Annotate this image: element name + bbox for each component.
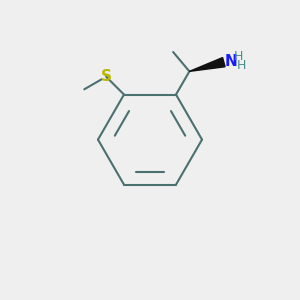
Text: N: N [225, 54, 238, 69]
Polygon shape [189, 58, 225, 71]
Text: S: S [100, 69, 112, 84]
Text: H: H [233, 50, 243, 63]
Text: H: H [237, 58, 247, 72]
